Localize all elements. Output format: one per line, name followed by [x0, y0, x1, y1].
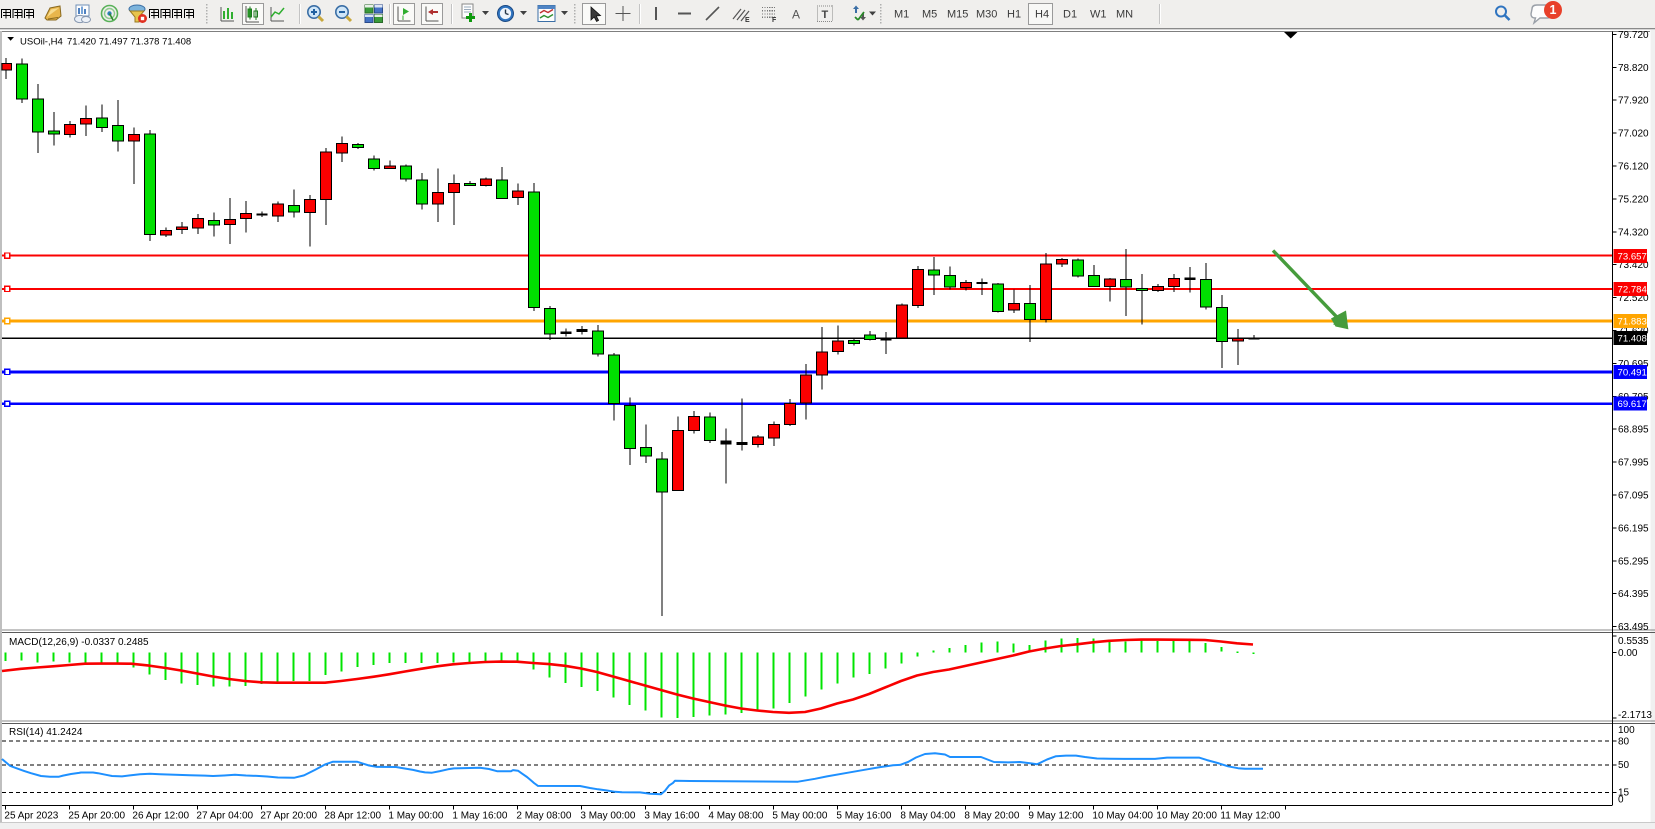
- svg-text:50: 50: [1618, 760, 1630, 771]
- svg-text:0.5535: 0.5535: [1618, 636, 1649, 647]
- svg-text:64.395: 64.395: [1618, 589, 1649, 600]
- svg-text:1 May 00:00: 1 May 00:00: [388, 811, 443, 822]
- svg-text:8 May 20:00: 8 May 20:00: [964, 811, 1019, 822]
- svg-text:75.220: 75.220: [1618, 194, 1649, 205]
- svg-text:H4: H4: [1035, 9, 1049, 21]
- svg-text:4 May 08:00: 4 May 08:00: [708, 811, 763, 822]
- svg-text:5 May 16:00: 5 May 16:00: [836, 811, 891, 822]
- svg-text:26 Apr 12:00: 26 Apr 12:00: [132, 811, 189, 822]
- svg-text:69.617: 69.617: [1618, 399, 1647, 410]
- svg-text:72.784: 72.784: [1618, 284, 1648, 295]
- svg-text:10 May 04:00: 10 May 04:00: [1092, 811, 1153, 822]
- svg-text:15: 15: [1618, 788, 1630, 799]
- svg-text:74.320: 74.320: [1618, 227, 1649, 238]
- svg-text:25 Apr 2023: 25 Apr 2023: [4, 811, 58, 822]
- svg-text:M5: M5: [922, 9, 937, 21]
- svg-text:72.520: 72.520: [1618, 293, 1649, 304]
- svg-text:MACD(12,26,9) -0.0337 0.2485: MACD(12,26,9) -0.0337 0.2485: [9, 637, 149, 648]
- svg-text:M1: M1: [894, 9, 909, 21]
- svg-text:70.695: 70.695: [1618, 359, 1649, 370]
- svg-text:F: F: [772, 17, 777, 24]
- svg-text:70.491: 70.491: [1618, 367, 1647, 378]
- svg-text:73.420: 73.420: [1618, 260, 1649, 271]
- svg-text:3 May 16:00: 3 May 16:00: [644, 811, 699, 822]
- svg-text:H1: H1: [1007, 9, 1021, 21]
- svg-text:RSI(14) 41.2424: RSI(14) 41.2424: [9, 727, 83, 738]
- svg-text:0.00: 0.00: [1618, 648, 1638, 659]
- svg-text:76.120: 76.120: [1618, 162, 1649, 173]
- svg-text:27 Apr 04:00: 27 Apr 04:00: [196, 811, 253, 822]
- svg-text:66.195: 66.195: [1618, 523, 1649, 534]
- svg-text:65.295: 65.295: [1618, 556, 1649, 567]
- svg-text:71.408: 71.408: [1618, 334, 1647, 345]
- svg-text:71.420 71.497 71.378 71.408: 71.420 71.497 71.378 71.408: [67, 37, 191, 48]
- svg-text:5 May 00:00: 5 May 00:00: [772, 811, 827, 822]
- svg-text:68.895: 68.895: [1618, 425, 1649, 436]
- svg-text:USOil-,H4: USOil-,H4: [20, 37, 63, 48]
- svg-text:63.495: 63.495: [1618, 622, 1649, 633]
- svg-text:-2.1713: -2.1713: [1618, 710, 1652, 721]
- svg-text:78.820: 78.820: [1618, 63, 1649, 74]
- svg-text:9 May 12:00: 9 May 12:00: [1028, 811, 1083, 822]
- svg-text:MN: MN: [1116, 9, 1133, 21]
- svg-text:100: 100: [1618, 725, 1635, 736]
- svg-text:10 May 20:00: 10 May 20:00: [1156, 811, 1217, 822]
- svg-text:D1: D1: [1063, 9, 1077, 21]
- svg-text:M15: M15: [947, 9, 968, 21]
- svg-text:A: A: [792, 8, 800, 22]
- svg-text:27 Apr 20:00: 27 Apr 20:00: [260, 811, 317, 822]
- svg-text:3 May 00:00: 3 May 00:00: [580, 811, 635, 822]
- svg-text:0: 0: [1618, 795, 1624, 806]
- svg-text:M30: M30: [976, 9, 997, 21]
- svg-text:77.920: 77.920: [1618, 96, 1649, 107]
- svg-text:E: E: [745, 17, 750, 24]
- svg-text:T: T: [822, 9, 829, 21]
- svg-text:77.020: 77.020: [1618, 129, 1649, 140]
- svg-text:80: 80: [1618, 736, 1630, 747]
- svg-text:67.995: 67.995: [1618, 458, 1649, 469]
- svg-text:8 May 04:00: 8 May 04:00: [900, 811, 955, 822]
- svg-text:79.720: 79.720: [1618, 30, 1649, 41]
- svg-text:28 Apr 12:00: 28 Apr 12:00: [324, 811, 381, 822]
- svg-text:71.883: 71.883: [1618, 317, 1647, 328]
- svg-text:2 May 08:00: 2 May 08:00: [516, 811, 571, 822]
- svg-text:11 May 12:00: 11 May 12:00: [1220, 811, 1280, 822]
- svg-text:1: 1: [1550, 3, 1557, 17]
- svg-text:W1: W1: [1090, 9, 1107, 21]
- svg-text:1 May 16:00: 1 May 16:00: [452, 811, 507, 822]
- svg-text:67.095: 67.095: [1618, 491, 1649, 502]
- svg-text:25 Apr 20:00: 25 Apr 20:00: [68, 811, 125, 822]
- svg-text:73.657: 73.657: [1618, 252, 1647, 263]
